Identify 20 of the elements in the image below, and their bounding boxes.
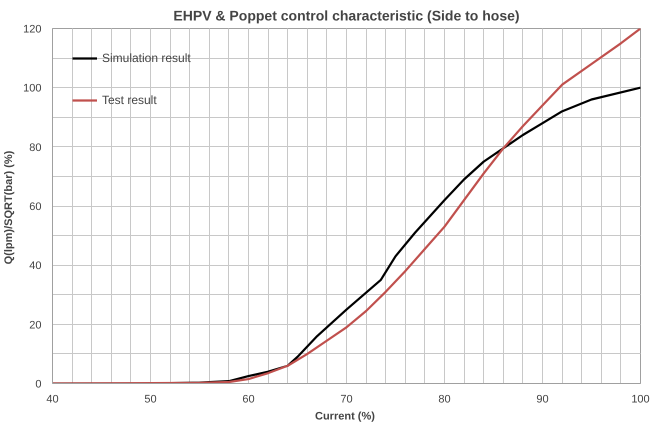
line-series — [52, 28, 640, 384]
x-tick-label: 40 — [46, 394, 59, 406]
x-axis-title: Current (%) — [315, 410, 376, 422]
x-tick-label: 60 — [242, 394, 255, 406]
y-tick-label: 80 — [29, 142, 42, 154]
x-tick-label: 100 — [631, 394, 650, 406]
y-axis-title: Q(lpm)/SQRT(bar) (%) — [3, 150, 16, 264]
y-tick-label: 100 — [23, 82, 42, 95]
x-tick-label: 90 — [536, 394, 549, 406]
y-tick-label: 20 — [29, 319, 42, 332]
chart-title: EHPV & Poppet control characteristic (Side to hose) — [173, 8, 520, 24]
y-tick-label: 0 — [35, 378, 42, 390]
x-tick-label: 70 — [340, 394, 353, 406]
y-tick-label: 40 — [29, 260, 42, 272]
legend-label: Simulation result — [102, 51, 191, 65]
y-tick-label: 120 — [23, 24, 42, 36]
y-tick-label: 60 — [29, 201, 42, 213]
x-tick-label: 80 — [438, 394, 451, 406]
x-tick-label: 50 — [144, 394, 157, 406]
legend-label: Test result — [102, 93, 157, 107]
